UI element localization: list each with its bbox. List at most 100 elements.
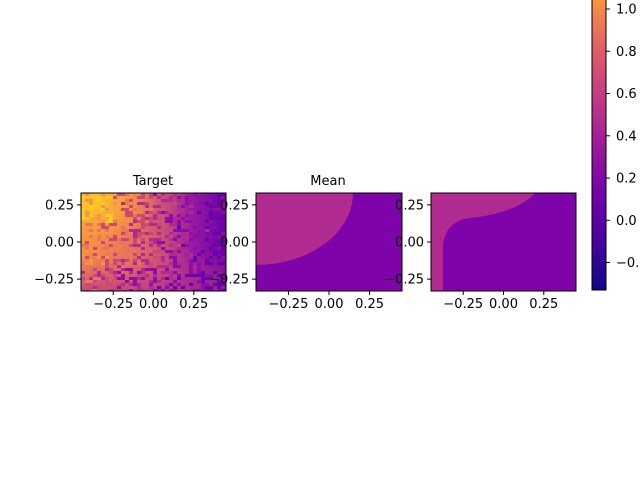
- target-noise-cell: [105, 283, 109, 286]
- target-noise-cell: [177, 274, 181, 277]
- target-noise-cell: [89, 259, 93, 262]
- target-noise-cell: [137, 235, 141, 238]
- target-noise-cell: [109, 232, 113, 235]
- target-noise-cell: [189, 268, 193, 271]
- target-noise-cell: [185, 286, 189, 289]
- target-noise-cell: [193, 247, 197, 250]
- target-noise-cell: [133, 217, 137, 220]
- target-noise-cell: [217, 247, 221, 250]
- target-noise-cell: [109, 196, 113, 199]
- target-noise-cell: [209, 277, 213, 280]
- target-noise-cell: [209, 214, 213, 217]
- target-noise-cell: [81, 217, 85, 220]
- mean-circular-region: [256, 193, 353, 265]
- target-noise-cell: [133, 262, 137, 265]
- target-noise-cell: [177, 223, 181, 226]
- target-noise-cell: [93, 289, 97, 291]
- target-noise-cell: [181, 211, 185, 214]
- colorbar-tick-label: 0.2: [616, 172, 637, 187]
- target-noise-cell: [153, 223, 157, 226]
- target-noise-cell: [169, 244, 173, 247]
- target-noise-cell: [217, 241, 221, 244]
- colorbar-tick-label: 0.8: [616, 45, 637, 60]
- target-noise-cell: [137, 262, 141, 265]
- target-noise-cell: [189, 271, 193, 274]
- target-noise-cell: [173, 250, 177, 253]
- target-noise-cell: [217, 286, 221, 289]
- target-noise-cell: [97, 271, 101, 274]
- target-noise-cell: [133, 229, 137, 232]
- ticks-third: −0.25 0.00 0.25 0.25 0.00 −0.25: [384, 198, 558, 312]
- target-noise-cell: [81, 277, 85, 280]
- target-noise-cell: [117, 241, 121, 244]
- target-noise-cell: [121, 193, 125, 196]
- target-noise-cell: [173, 229, 177, 232]
- target-noise-cell: [133, 244, 137, 247]
- x-tick-label: 0.25: [179, 297, 208, 312]
- target-noise-cell: [129, 235, 133, 238]
- target-noise-cell: [213, 217, 217, 220]
- target-noise-cell: [89, 223, 93, 226]
- target-noise-cell: [141, 214, 145, 217]
- target-noise-cell: [149, 283, 153, 286]
- target-noise-cell: [153, 280, 157, 283]
- target-noise-cell: [185, 196, 189, 199]
- target-noise-cells: [81, 193, 226, 291]
- target-noise-cell: [177, 283, 181, 286]
- target-noise-cell: [221, 247, 225, 250]
- target-noise-cell: [209, 211, 213, 214]
- target-noise-cell: [89, 241, 93, 244]
- target-noise-cell: [205, 283, 209, 286]
- target-noise-cell: [145, 262, 149, 265]
- target-noise-cell: [101, 208, 105, 211]
- target-noise-cell: [161, 256, 165, 259]
- target-noise-cell: [81, 202, 85, 205]
- target-noise-cell: [113, 238, 117, 241]
- target-noise-cell: [209, 253, 213, 256]
- target-noise-cell: [93, 196, 97, 199]
- target-noise-cell: [177, 208, 181, 211]
- target-noise-cell: [169, 235, 173, 238]
- target-noise-cell: [177, 196, 181, 199]
- target-noise-cell: [109, 283, 113, 286]
- x-tick-label: 0.25: [529, 297, 558, 312]
- target-noise-cell: [97, 277, 101, 280]
- target-noise-cell: [205, 211, 209, 214]
- target-noise-cell: [189, 277, 193, 280]
- target-noise-cell: [81, 238, 85, 241]
- target-noise-cell: [137, 229, 141, 232]
- target-noise-cell: [101, 223, 105, 226]
- target-noise-cell: [125, 193, 129, 196]
- y-tick-label: 0.00: [395, 236, 424, 251]
- target-noise-cell: [157, 241, 161, 244]
- target-noise-cell: [169, 220, 173, 223]
- target-noise-cell: [181, 199, 185, 202]
- target-noise-cell: [149, 232, 153, 235]
- target-noise-cell: [117, 277, 121, 280]
- target-noise-cell: [149, 244, 153, 247]
- target-noise-cell: [149, 208, 153, 211]
- target-noise-cell: [197, 274, 201, 277]
- target-noise-cell: [209, 247, 213, 250]
- target-noise-cell: [157, 238, 161, 241]
- target-noise-cell: [177, 250, 181, 253]
- target-noise-cell: [165, 250, 169, 253]
- target-noise-cell: [157, 244, 161, 247]
- target-noise-cell: [205, 250, 209, 253]
- target-noise-cell: [165, 241, 169, 244]
- target-noise-cell: [137, 244, 141, 247]
- target-noise-cell: [105, 265, 109, 268]
- target-noise-cell: [129, 256, 133, 259]
- target-noise-cell: [173, 217, 177, 220]
- target-noise-cell: [85, 247, 89, 250]
- target-noise-cell: [141, 232, 145, 235]
- target-noise-cell: [85, 196, 89, 199]
- target-noise-cell: [137, 220, 141, 223]
- target-noise-cell: [181, 214, 185, 217]
- target-noise-cell: [177, 229, 181, 232]
- target-noise-cell: [189, 262, 193, 265]
- target-noise-cell: [165, 211, 169, 214]
- target-noise-cell: [81, 244, 85, 247]
- target-noise-cell: [177, 205, 181, 208]
- target-noise-cell: [133, 250, 137, 253]
